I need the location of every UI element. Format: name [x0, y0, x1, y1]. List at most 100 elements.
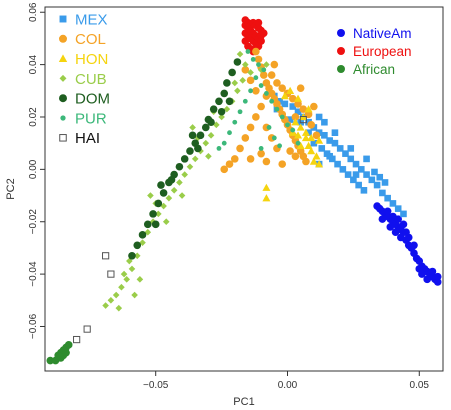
point-hai — [73, 335, 81, 344]
point-cub — [202, 139, 210, 147]
point-hai — [107, 270, 115, 278]
point-dom — [196, 131, 205, 140]
y-axis: −0.06 −0.04 −0.02 0.00 0.02 0.04 0.06 — [28, 2, 45, 339]
point-col — [236, 144, 244, 153]
legend-label-hon: HON — [75, 51, 108, 68]
point-cub — [218, 113, 225, 121]
point-col — [246, 76, 255, 85]
point-cub — [191, 155, 199, 163]
point-mex — [371, 168, 378, 176]
point-nativeam — [402, 228, 410, 237]
point-nativeam — [383, 207, 392, 216]
point-mex — [347, 145, 355, 152]
point-hon — [262, 183, 271, 191]
point-cub — [120, 270, 128, 278]
legend-marker-european — [337, 47, 345, 55]
point-mex — [363, 155, 370, 163]
point-mex — [376, 173, 384, 181]
point-mex — [347, 155, 355, 163]
point-european — [257, 32, 265, 40]
point-col — [312, 131, 321, 140]
point-dom — [194, 144, 202, 153]
point-cub — [239, 77, 246, 84]
point-dom — [223, 79, 231, 87]
point-pur — [269, 98, 275, 104]
point-hon — [296, 141, 305, 149]
point-dom — [225, 97, 234, 106]
point-mex — [318, 145, 326, 152]
point-col — [259, 71, 268, 79]
point-dom — [149, 210, 157, 218]
point-col — [230, 155, 239, 163]
x-axis: −0.05 0.00 0.05 — [143, 370, 429, 391]
point-pur — [279, 114, 285, 120]
point-col — [254, 55, 263, 64]
point-cub — [181, 171, 188, 178]
point-african — [54, 351, 62, 360]
point-pur — [258, 83, 264, 88]
point-pur — [258, 146, 264, 151]
point-cub — [112, 291, 120, 299]
point-pur — [271, 135, 277, 141]
point-col — [270, 60, 279, 69]
point-cub — [162, 218, 170, 226]
point-cub — [118, 283, 125, 291]
point-col — [220, 165, 229, 174]
point-dom — [188, 131, 197, 140]
point-hai — [102, 252, 110, 260]
point-cub — [234, 87, 241, 95]
point-hon — [280, 92, 289, 100]
point-cub — [231, 79, 239, 87]
point-pur — [285, 122, 290, 128]
point-pur — [264, 91, 269, 96]
point-pur — [274, 106, 280, 112]
point-dom — [215, 97, 223, 106]
point-cub — [189, 124, 196, 131]
point-mex — [339, 166, 347, 173]
point-mex — [389, 200, 397, 207]
point-mex — [360, 187, 368, 194]
point-mex — [368, 176, 376, 184]
legend-label-european: European — [353, 44, 412, 59]
point-mex — [355, 181, 362, 189]
x-tick-label: 0.00 — [278, 380, 298, 391]
point-cub — [131, 291, 138, 299]
point-cub — [102, 302, 109, 309]
point-african — [62, 348, 70, 357]
point-cub — [160, 202, 167, 210]
point-pur — [266, 125, 272, 130]
point-cub — [133, 252, 141, 260]
point-hon — [315, 160, 324, 168]
x-tick-label: −0.05 — [143, 380, 169, 391]
point-mex — [286, 116, 294, 123]
point-col — [241, 66, 250, 74]
legend-top-left: MEX COL HON CUB DOM PUR HAI — [58, 11, 110, 147]
point-african — [46, 356, 55, 365]
legend-label-col: COL — [75, 31, 106, 48]
legend-label-pur: PUR — [75, 110, 107, 127]
point-cub — [205, 152, 212, 160]
legend-top-right: NativeAm European African — [337, 26, 412, 77]
point-hon — [291, 118, 300, 126]
y-tick-label: −0.02 — [28, 209, 39, 235]
legend-marker-dom — [59, 94, 67, 103]
y-tick-label: −0.04 — [28, 261, 39, 287]
point-col — [246, 123, 255, 132]
legend-label-cub: CUB — [75, 71, 107, 88]
point-col — [225, 160, 234, 168]
point-col — [291, 113, 300, 121]
point-col — [278, 84, 287, 92]
point-cub — [128, 265, 136, 273]
point-mex — [331, 139, 339, 147]
point-nativeam — [433, 272, 442, 281]
point-col — [286, 147, 294, 155]
point-mex — [326, 137, 333, 144]
legend-marker-pur — [60, 115, 66, 121]
point-nativeam — [410, 241, 418, 250]
y-tick-label: 0.04 — [28, 54, 39, 74]
point-dom — [151, 220, 160, 229]
point-col — [302, 157, 310, 166]
point-cub — [176, 179, 183, 186]
point-pur — [245, 49, 251, 54]
